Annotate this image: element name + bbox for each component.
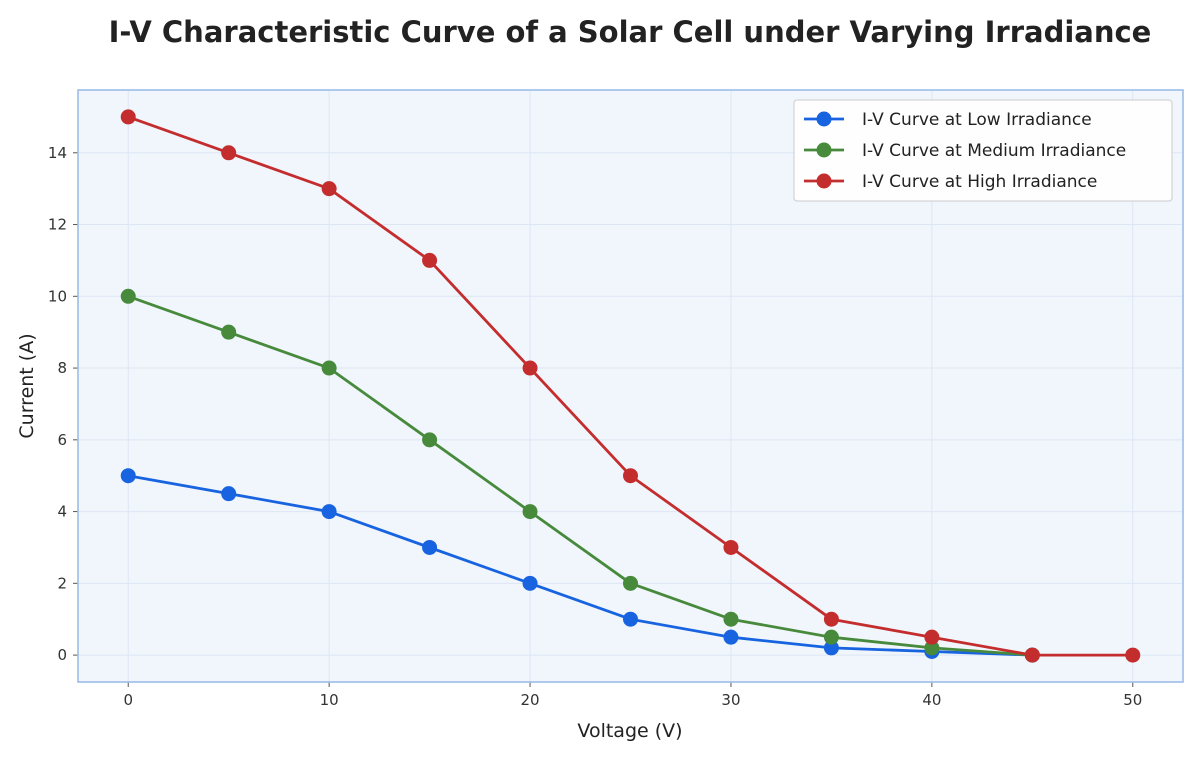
x-axis-label: Voltage (V) [577, 720, 682, 742]
data-point [321, 360, 337, 376]
y-tick-label: 8 [57, 359, 67, 377]
data-point [321, 181, 337, 197]
data-point [422, 252, 438, 268]
data-point [522, 575, 538, 591]
series-line [127, 294, 1033, 657]
data-point [623, 468, 638, 484]
legend-item: I-V Curve at Low Irradiance [804, 110, 1092, 130]
legend-marker [816, 111, 832, 127]
y-axis-label: Current (A) [16, 333, 38, 438]
data-point [221, 486, 237, 502]
x-tick-label: 50 [1123, 691, 1142, 709]
y-tick-label: 14 [48, 144, 67, 162]
data-point [321, 504, 337, 520]
chart-title: I-V Characteristic Curve of a Solar Cell… [109, 15, 1152, 49]
y-tick-label: 6 [57, 431, 67, 449]
data-point [120, 468, 136, 484]
x-tick-label: 30 [721, 691, 740, 709]
data-point [522, 360, 538, 376]
legend-box [793, 99, 1173, 202]
x-tick-label: 0 [123, 691, 133, 709]
grid-lines [78, 90, 1183, 682]
data-point [823, 640, 839, 656]
x-tick-label: 10 [320, 691, 339, 709]
data-point [924, 640, 940, 656]
data-point [723, 629, 739, 645]
data-point [823, 611, 839, 627]
data-point [221, 324, 237, 340]
y-tick-label: 0 [57, 646, 67, 664]
legend-label: I-V Curve at High Irradiance [862, 172, 1097, 192]
data-point [422, 432, 438, 448]
data-point [623, 575, 638, 591]
data-point [120, 288, 136, 304]
data-point [522, 504, 538, 520]
plot-frame [77, 89, 1184, 683]
legend: I-V Curve at Low Irradiance I-V Curve at … [793, 99, 1173, 202]
legend-marker [816, 142, 832, 158]
x-tick-label: 40 [922, 691, 941, 709]
data-point [924, 629, 940, 645]
data-point [120, 109, 136, 125]
data-point [1024, 647, 1040, 663]
y-tick-label: 4 [57, 503, 67, 521]
data-point [723, 611, 739, 627]
legend-label: I-V Curve at Medium Irradiance [862, 141, 1126, 161]
x-axis-ticks: 0 10 20 30 40 50 [123, 682, 1142, 709]
data-point [422, 539, 438, 555]
data-point [623, 611, 638, 627]
legend-item: I-V Curve at High Irradiance [804, 172, 1097, 192]
y-axis-ticks: 0 2 4 6 8 10 12 14 [48, 144, 78, 664]
legend-item: I-V Curve at Medium Irradiance [804, 141, 1126, 161]
series-layer [120, 109, 1141, 663]
x-tick-label: 20 [520, 691, 539, 709]
series-1 [120, 468, 1040, 663]
series-line [127, 474, 1033, 657]
data-point [823, 629, 839, 645]
data-point [1125, 647, 1141, 663]
y-tick-label: 10 [48, 287, 67, 305]
data-point [221, 145, 237, 161]
legend-marker [816, 173, 832, 189]
y-tick-label: 12 [48, 216, 67, 234]
legend-label: I-V Curve at Low Irradiance [862, 110, 1092, 130]
y-tick-label: 2 [57, 574, 67, 592]
series-3 [120, 109, 1141, 663]
data-point [723, 539, 739, 555]
